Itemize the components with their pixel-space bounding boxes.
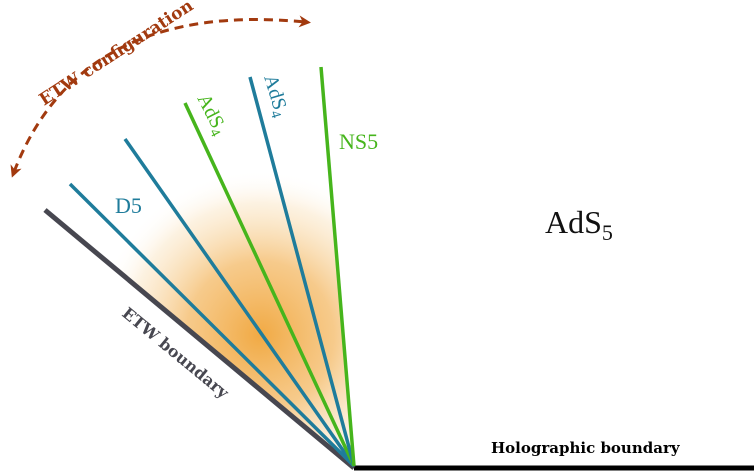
etw-boundary-line — [43, 208, 356, 470]
ads5-label-main: AdS — [545, 204, 602, 240]
shaded-wedge-region — [45, 68, 354, 466]
ads5-label-sub: 5 — [602, 220, 613, 245]
etw-configuration-arrow — [10, 15, 311, 178]
d5-label: D5 — [115, 193, 142, 218]
ns5-label: NS5 — [339, 129, 378, 154]
d5-brane-line-1 — [68, 182, 356, 468]
holographic-boundary-label: Holographic boundary — [491, 439, 681, 457]
ns5-brane-line — [319, 66, 356, 467]
ads4-blue-label-sub: 4 — [267, 109, 283, 120]
ads5-label: AdS5 — [545, 204, 613, 245]
d5-brane-line-2 — [123, 137, 356, 468]
etw-configuration-label: ETW configuration — [36, 0, 197, 110]
